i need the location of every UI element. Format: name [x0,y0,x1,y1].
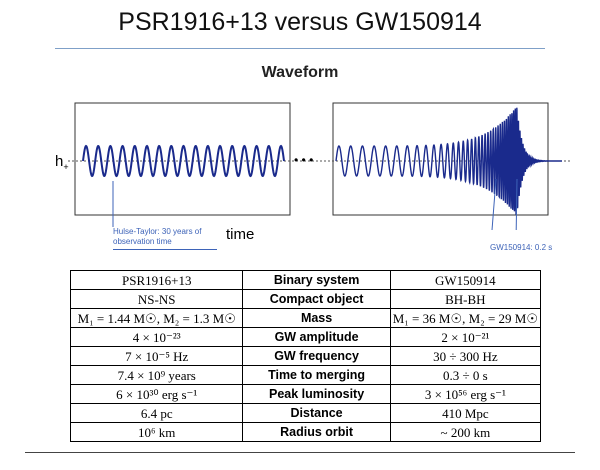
comparison-table: PSR1916+13 Binary system GW150914 NS-NS … [69,270,542,442]
table-row: NS-NS Compact object BH-BH [69,289,542,309]
gw-value: 0.3 ÷ 0 s [389,365,542,385]
bottom-divider [25,452,575,453]
pulsar-value: NS-NS [69,289,244,309]
table-row: 6 × 10³⁰ erg s⁻¹ Peak luminosity 3 × 10⁵… [69,384,542,404]
table-row: 4 × 10⁻²³ GW amplitude 2 × 10⁻²¹ [69,327,542,347]
waveform-figure: h+ • • • [55,102,570,230]
section-heading: Waveform [261,64,339,81]
gw-value: 3 × 10⁵⁶ erg s⁻¹ [389,384,542,404]
property-label: Binary system [242,270,391,290]
pulsar-value: 6 × 10³⁰ erg s⁻¹ [69,384,244,404]
property-label: Compact object [242,289,391,309]
table-row: PSR1916+13 Binary system GW150914 [69,270,542,290]
property-label: Time to merging [242,365,391,385]
table-row: 10⁶ km Radius orbit ~ 200 km [69,422,542,442]
property-label: Peak luminosity [242,384,391,404]
gw150914-waveform [335,107,563,215]
pulsar-value: 7.4 × 10⁹ years [69,365,244,385]
pulsar-waveform [82,144,285,178]
gw-value: M₁ = 36 M☉, M₂ = 29 M☉ [389,308,542,328]
h-plus-label: h+ [55,153,69,172]
gw-value: GW150914 [389,270,542,290]
pulsar-value: PSR1916+13 [69,270,244,290]
right-annotation-pointer-1 [491,178,497,230]
pulsar-value: 6.4 pc [69,403,244,423]
hulse-taylor-annotation: Hulse-Taylor: 30 years of observation ti… [113,227,217,250]
gw-value: BH-BH [389,289,542,309]
property-label: GW frequency [242,346,391,366]
right-waveform-panel [332,102,549,216]
table-row: 6.4 pc Distance 410 Mpc [69,403,542,423]
gw-value: ~ 200 km [389,422,542,442]
time-axis-label: time [226,226,255,243]
right-annotation-pointer-2 [515,178,518,230]
gw-value: 30 ÷ 300 Hz [389,346,542,366]
ellipsis: • • • [294,153,313,167]
table-row: 7.4 × 10⁹ years Time to merging 0.3 ÷ 0 … [69,365,542,385]
pulsar-value: 10⁶ km [69,422,244,442]
property-label: Radius orbit [242,422,391,442]
gw-value: 2 × 10⁻²¹ [389,327,542,347]
title-divider [55,48,545,49]
gw-value: 410 Mpc [389,403,542,423]
table-row: M₁ = 1.44 M☉, M₂ = 1.3 M☉ Mass M₁ = 36 M… [69,308,542,328]
property-label: Distance [242,403,391,423]
gw150914-annotation: GW150914: 0.2 s [490,243,553,252]
left-waveform-panel [74,102,291,216]
pulsar-value: 4 × 10⁻²³ [69,327,244,347]
property-label: GW amplitude [242,327,391,347]
pulsar-value: 7 × 10⁻⁵ Hz [69,346,244,366]
table-row: 7 × 10⁻⁵ Hz GW frequency 30 ÷ 300 Hz [69,346,542,366]
slide-title: PSR1916+13 versus GW150914 [118,8,482,36]
property-label: Mass [242,308,391,328]
pulsar-value: M₁ = 1.44 M☉, M₂ = 1.3 M☉ [69,308,244,328]
